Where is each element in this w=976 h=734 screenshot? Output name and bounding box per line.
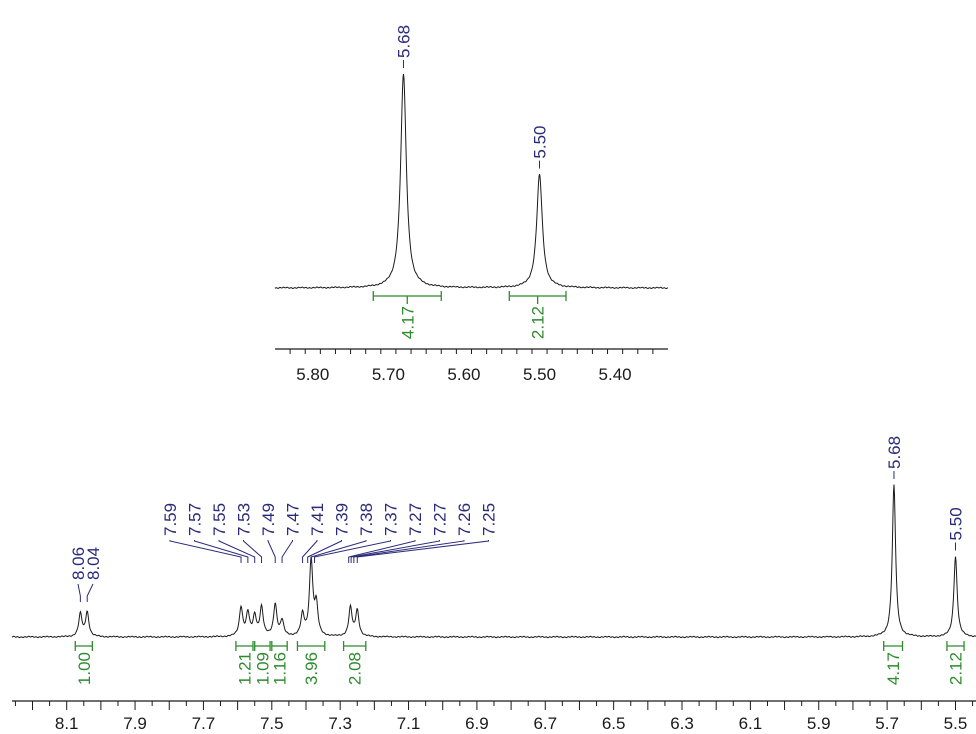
inset-peak-label: 5.68 [394, 25, 413, 58]
main-peak-g2-label: 7.38 [357, 503, 376, 536]
main-peak-g2-connector [267, 540, 276, 563]
main-peak-g2-label: 7.53 [235, 503, 254, 536]
main-tick-label: 8.1 [55, 714, 79, 733]
inset-integral-label: 4.17 [398, 306, 417, 339]
main-peak-g2-connector [348, 540, 416, 563]
main-peak-g2-connector [356, 540, 489, 563]
main-peak-g2-label: 7.25 [480, 503, 499, 536]
inset-panel: 5.80 5.70 5.60 5.50 5.40 5.68 5.50 4.17 2.12 [274, 25, 669, 384]
main-peak-single-label: 5.68 [885, 436, 904, 469]
main-integral-label: 2.08 [346, 652, 365, 685]
main-peak-single-label: 5.50 [946, 507, 965, 540]
main-tick-label: 7.7 [192, 714, 216, 733]
main-integral-label: 2.12 [946, 652, 965, 685]
main-tick-label: 6.9 [465, 714, 489, 733]
main-tick-label: 7.9 [123, 714, 147, 733]
main-peak-g2-label: 7.49 [259, 503, 278, 536]
main-peak-g2-connector [353, 540, 465, 563]
main-peak-g2-label: 7.37 [382, 503, 401, 536]
main-peak-g2-connector [194, 540, 249, 563]
main-peak-g2-label: 7.26 [455, 503, 474, 536]
main-peak-g1-connector [86, 583, 94, 602]
main-tick-label: 5.7 [875, 714, 899, 733]
main-integral-label: 1.16 [270, 652, 289, 685]
main-peak-g2-connector [281, 540, 293, 563]
main-peak-g2-connector [302, 540, 318, 563]
main-peak-g2-label: 7.39 [333, 503, 352, 536]
main-peak-g2-connector [314, 540, 391, 563]
main-peak-g2-label: 7.41 [308, 503, 327, 536]
inset-tick-label: 5.50 [523, 365, 556, 384]
main-peak-g1-connector [77, 583, 81, 602]
main-tick-label: 5.5 [944, 714, 968, 733]
main-integral-label: 1.00 [75, 652, 94, 685]
main-spectrum-line [11, 484, 976, 639]
main-tick-label: 6.5 [602, 714, 626, 733]
main-peak-g2-label: 7.59 [161, 503, 180, 536]
main-tick-label: 6.1 [739, 714, 763, 733]
inset-spectrum-line [274, 73, 669, 290]
inset-tick-label: 5.60 [447, 365, 480, 384]
inset-tick-label: 5.40 [599, 365, 632, 384]
main-peak-g2-label: 7.27 [406, 503, 425, 536]
main-peak-g2-label: 7.27 [431, 503, 450, 536]
main-tick-label: 5.9 [807, 714, 831, 733]
inset-tick-label: 5.70 [372, 365, 405, 384]
main-tick-label: 6.3 [670, 714, 694, 733]
main-peak-g2-label: 7.47 [284, 503, 303, 536]
main-integral-label: 3.96 [302, 652, 321, 685]
main-integral-label: 1.09 [253, 652, 272, 685]
main-peak-g1-label: 8.06 [69, 547, 88, 580]
main-peak-g1-label: 8.04 [84, 547, 103, 580]
main-peak-g2-connector [310, 540, 367, 563]
inset-integral-label: 2.12 [529, 306, 548, 339]
inset-peak-label: 5.50 [531, 125, 550, 158]
main-integral-label: 4.17 [884, 652, 903, 685]
inset-tick-label: 5.80 [296, 365, 329, 384]
main-panel: 8.1 7.9 7.7 7.5 7.3 7.1 6.9 6.7 6.5 6.3 6.1 5.9 5.7 5… [11, 436, 976, 733]
main-peak-g2-connector [169, 540, 242, 563]
main-peak-g2-connector [243, 540, 263, 563]
main-peak-g2-connector [218, 540, 256, 563]
main-peak-g2-connector [350, 540, 440, 563]
main-peak-g2-label: 7.55 [210, 503, 229, 536]
main-integral-label: 1.21 [235, 652, 254, 685]
main-tick-label: 7.5 [260, 714, 284, 733]
main-peak-g2-label: 7.57 [186, 503, 205, 536]
main-tick-label: 7.1 [397, 714, 421, 733]
main-peak-g2-connector [307, 540, 342, 563]
main-tick-label: 7.3 [328, 714, 352, 733]
main-tick-label: 6.7 [533, 714, 557, 733]
